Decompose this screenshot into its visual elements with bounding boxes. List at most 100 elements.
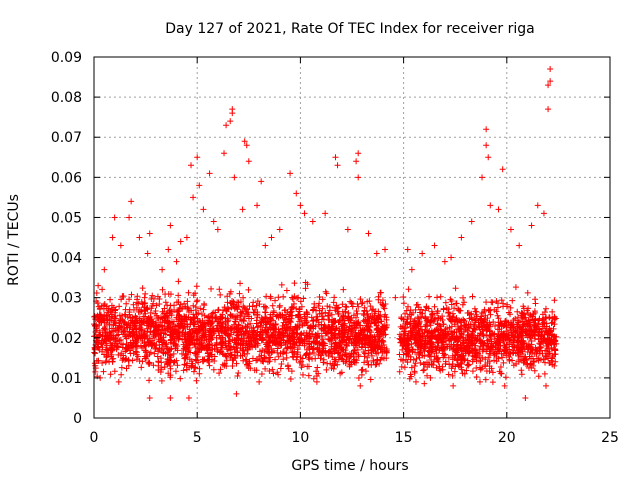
data-point-marker — [204, 357, 211, 364]
data-point-marker — [501, 382, 508, 389]
data-point-marker — [217, 291, 224, 298]
data-point-marker — [130, 301, 137, 308]
data-point-marker — [399, 323, 406, 330]
data-point-marker — [272, 297, 279, 304]
data-point-marker — [346, 335, 353, 342]
data-point-marker — [453, 357, 460, 364]
data-point-marker — [429, 310, 436, 317]
data-point-marker — [455, 305, 462, 312]
data-point-marker — [145, 315, 152, 322]
data-point-marker — [495, 342, 502, 349]
data-point-marker — [345, 355, 352, 362]
data-point-marker — [211, 353, 218, 360]
plot-frame — [93, 56, 611, 419]
data-point-marker — [409, 346, 416, 353]
data-point-marker — [133, 343, 140, 350]
data-point-marker — [482, 376, 489, 383]
data-point-marker — [297, 202, 304, 209]
data-point-marker — [213, 334, 220, 341]
data-point-marker — [535, 357, 542, 364]
data-point-marker — [440, 306, 447, 313]
data-point-marker — [454, 318, 461, 325]
data-point-marker — [258, 352, 265, 359]
data-point-marker — [161, 305, 168, 312]
data-point-marker — [400, 294, 407, 301]
data-point-marker — [434, 336, 441, 343]
data-point-marker — [304, 346, 311, 353]
data-point-marker — [167, 394, 174, 401]
data-point-marker — [206, 318, 213, 325]
data-point-marker — [301, 210, 308, 217]
data-point-marker — [504, 336, 511, 343]
data-point-marker — [360, 349, 367, 356]
data-point-marker — [223, 122, 230, 129]
data-point-marker — [483, 332, 490, 339]
data-point-marker — [505, 309, 512, 316]
data-point-marker — [312, 331, 319, 338]
data-point-marker — [514, 317, 521, 324]
data-point-marker — [276, 226, 283, 233]
data-point-marker — [278, 360, 285, 367]
data-point-marker — [451, 368, 458, 375]
data-point-marker — [133, 299, 140, 306]
data-point-marker — [205, 353, 212, 360]
data-point-marker — [235, 325, 242, 332]
data-point-marker — [208, 332, 215, 339]
data-point-marker — [106, 316, 113, 323]
data-point-marker — [541, 323, 548, 330]
data-point-marker — [455, 346, 462, 353]
data-point-marker — [224, 350, 231, 357]
data-point-marker — [431, 242, 438, 249]
data-point-marker — [157, 369, 164, 376]
data-point-marker — [206, 170, 213, 177]
data-point-marker — [263, 304, 270, 311]
data-point-marker — [191, 321, 198, 328]
data-point-marker — [120, 328, 127, 335]
data-point-marker — [470, 323, 477, 330]
data-point-marker — [229, 106, 236, 113]
data-point-marker — [162, 331, 169, 338]
data-point-marker — [235, 370, 242, 377]
data-point-marker — [207, 336, 214, 343]
data-point-marker — [100, 368, 107, 375]
data-point-marker — [302, 285, 309, 292]
data-point-marker — [336, 331, 343, 338]
data-point-marker — [552, 347, 559, 354]
data-point-marker — [116, 303, 123, 310]
data-point-marker — [482, 312, 489, 319]
data-point-marker — [179, 329, 186, 336]
data-point-marker — [549, 308, 556, 315]
data-point-marker — [272, 356, 279, 363]
data-point-marker — [416, 309, 423, 316]
data-point-marker — [155, 348, 162, 355]
data-point-marker — [448, 254, 455, 261]
data-point-marker — [192, 349, 199, 356]
data-point-marker — [427, 344, 434, 351]
data-point-marker — [148, 343, 155, 350]
data-point-marker — [452, 363, 459, 370]
data-point-marker — [518, 367, 525, 374]
data-point-marker — [206, 362, 213, 369]
data-point-marker — [343, 304, 350, 311]
data-point-marker — [299, 321, 306, 328]
data-point-marker — [145, 341, 152, 348]
data-point-marker — [199, 345, 206, 352]
data-point-marker — [258, 178, 265, 185]
data-point-marker — [550, 337, 557, 344]
data-point-marker — [476, 352, 483, 359]
data-point-marker — [352, 314, 359, 321]
data-point-marker — [380, 332, 387, 339]
data-point-marker — [528, 349, 535, 356]
data-point-marker — [173, 357, 180, 364]
data-point-marker — [493, 298, 500, 305]
data-point-marker — [370, 316, 377, 323]
data-point-marker — [435, 358, 442, 365]
data-point-marker — [181, 323, 188, 330]
data-point-marker — [368, 361, 375, 368]
data-point-marker — [145, 359, 152, 366]
data-point-marker — [139, 344, 146, 351]
data-point-marker — [227, 118, 234, 125]
data-point-marker — [436, 363, 443, 370]
data-point-marker — [134, 353, 141, 360]
